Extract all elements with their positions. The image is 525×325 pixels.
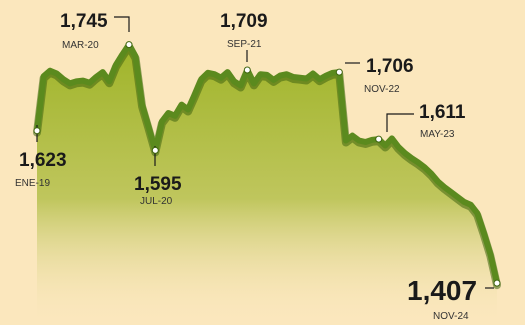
leader-line [114,16,130,32]
value-label: 1,709 [220,11,268,32]
data-point [375,135,383,143]
data-point [335,68,343,76]
date-label: ENE-19 [15,178,50,189]
value-label: 1,706 [366,56,414,77]
data-point [125,41,133,49]
date-label: JUL-20 [140,196,173,207]
value-label: 1,745 [60,11,108,32]
series-line [34,41,500,287]
date-label: MAY-23 [420,129,455,140]
date-label: SEP-21 [227,39,262,50]
date-label: NOV-22 [364,84,400,95]
value-label: 1,595 [134,174,182,195]
annotation-mar-20: 1,745 MAR-20 [60,11,133,51]
annotation-ene-19: 1,623 ENE-19 [15,125,67,189]
value-label: 1,407 [407,275,477,306]
data-point [33,127,41,135]
value-label: 1,611 [419,102,466,123]
value-label: 1,623 [19,150,67,171]
date-label: MAR-20 [62,40,99,51]
data-point [493,279,501,287]
annotation-sep-21: 1,709 SEP-21 [220,11,268,74]
leader-line [386,113,414,132]
annotation-may-23: 1,611 MAY-23 [375,102,466,143]
date-label: NOV-24 [433,311,469,322]
annotation-nov-22: 1,706 NOV-22 [335,56,414,95]
area-fill [37,44,497,325]
annotation-nov-24: 1,407 NOV-24 [407,275,501,322]
data-point [151,146,159,154]
data-point [243,66,251,74]
